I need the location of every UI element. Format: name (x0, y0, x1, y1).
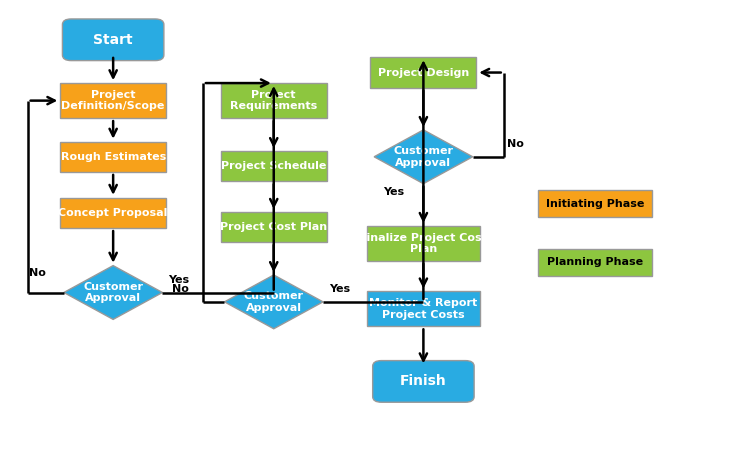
FancyBboxPatch shape (366, 291, 480, 326)
FancyBboxPatch shape (220, 151, 327, 181)
Text: Finalize Project Cost
Plan: Finalize Project Cost Plan (359, 233, 488, 254)
Text: Project
Definition/Scope: Project Definition/Scope (61, 90, 165, 111)
Text: Yes: Yes (168, 275, 189, 285)
Text: Monitor & Report
Project Costs: Monitor & Report Project Costs (369, 298, 477, 320)
FancyBboxPatch shape (60, 197, 166, 228)
Text: Start: Start (93, 33, 133, 47)
Text: Planning Phase: Planning Phase (547, 257, 643, 267)
FancyBboxPatch shape (539, 249, 651, 276)
FancyBboxPatch shape (220, 83, 327, 118)
Text: No: No (507, 139, 523, 149)
Text: Customer
Approval: Customer Approval (393, 146, 453, 168)
Text: Customer
Approval: Customer Approval (83, 282, 143, 303)
FancyBboxPatch shape (370, 58, 476, 88)
FancyBboxPatch shape (366, 226, 480, 261)
FancyBboxPatch shape (539, 190, 651, 217)
Text: Project
Requirements: Project Requirements (230, 90, 318, 111)
Text: No: No (172, 285, 189, 294)
FancyBboxPatch shape (372, 360, 474, 402)
Text: Rough Estimates: Rough Estimates (61, 152, 166, 162)
FancyBboxPatch shape (63, 19, 164, 60)
Text: Finish: Finish (400, 374, 447, 388)
Polygon shape (374, 130, 473, 183)
Text: Project Cost Plan: Project Cost Plan (220, 222, 327, 232)
Text: Project Design: Project Design (378, 67, 469, 78)
Text: Concept Proposal: Concept Proposal (58, 208, 168, 218)
Text: No: No (29, 268, 46, 278)
Polygon shape (64, 265, 163, 319)
FancyBboxPatch shape (60, 141, 166, 172)
Polygon shape (225, 275, 323, 329)
Text: Yes: Yes (328, 285, 350, 294)
FancyBboxPatch shape (220, 212, 327, 242)
Text: Customer
Approval: Customer Approval (244, 291, 304, 313)
Text: Initiating Phase: Initiating Phase (546, 198, 644, 209)
FancyBboxPatch shape (60, 83, 166, 118)
Text: Project Schedule: Project Schedule (221, 161, 326, 171)
Text: Yes: Yes (383, 187, 404, 197)
